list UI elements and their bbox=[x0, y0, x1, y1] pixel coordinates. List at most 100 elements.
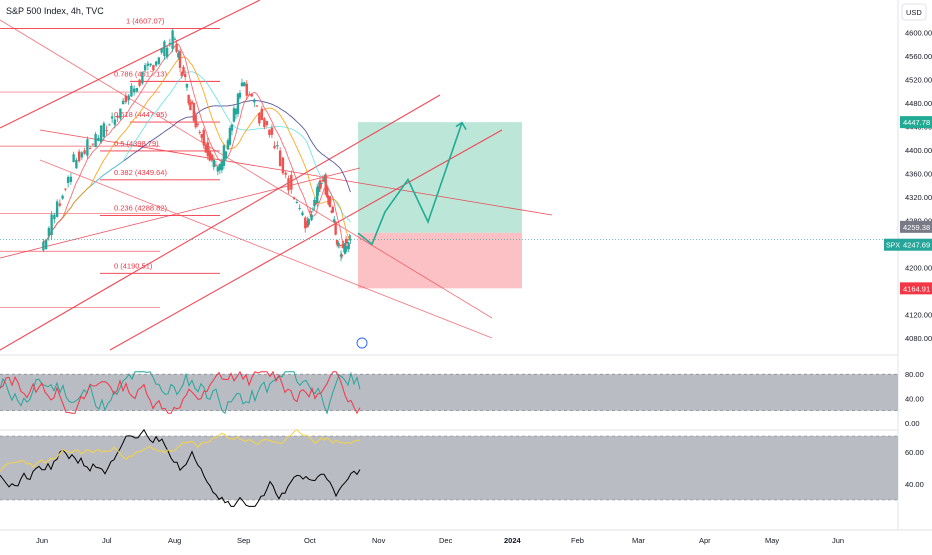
time-tick-label: Nov bbox=[372, 536, 386, 545]
candle-body bbox=[206, 142, 209, 157]
stochastic-tick-label: 80.00 bbox=[905, 370, 924, 379]
price-label-box bbox=[900, 116, 932, 129]
fib-level-label: 0.618 (4447.95) bbox=[114, 110, 167, 119]
candle-body bbox=[238, 92, 242, 98]
candle-body bbox=[214, 164, 218, 166]
stochastic-d-line bbox=[0, 370, 361, 415]
candle-body bbox=[328, 196, 332, 207]
candle-body bbox=[72, 154, 75, 163]
currency-label: USD bbox=[906, 8, 922, 17]
candle-body bbox=[121, 100, 125, 105]
candle-body bbox=[143, 65, 147, 71]
candle-body bbox=[320, 182, 323, 185]
price-tick-label: 4400.00 bbox=[905, 146, 932, 155]
candle-body bbox=[108, 124, 111, 126]
candle-body bbox=[314, 202, 318, 204]
candle-body bbox=[190, 101, 194, 104]
projection-path bbox=[357, 122, 463, 246]
candle-body bbox=[338, 244, 342, 246]
candle-body bbox=[308, 211, 312, 213]
candle-body bbox=[202, 129, 205, 146]
price-tick-label: 4560.00 bbox=[905, 52, 932, 61]
candle-body bbox=[198, 131, 201, 133]
candle-body bbox=[290, 174, 293, 190]
rsi-tick-label: 40.00 bbox=[905, 480, 924, 489]
candle-body bbox=[349, 239, 352, 241]
candle-body bbox=[53, 214, 56, 220]
candle-body bbox=[263, 118, 266, 128]
candle-body bbox=[178, 51, 182, 68]
candle-body bbox=[250, 94, 253, 97]
candle-body bbox=[55, 201, 59, 217]
candle-body bbox=[80, 152, 84, 158]
candle-body bbox=[255, 105, 259, 107]
candle-body bbox=[152, 65, 155, 71]
candle-body bbox=[184, 74, 187, 78]
ma-fast-line bbox=[43, 43, 351, 249]
candle-body bbox=[138, 79, 141, 86]
candle-body bbox=[325, 186, 329, 198]
price-tick-label: 4480.00 bbox=[905, 99, 932, 108]
candle-body bbox=[210, 154, 214, 161]
time-tick-label: Oct bbox=[304, 536, 317, 545]
candle-body bbox=[310, 214, 313, 221]
candle-body bbox=[130, 85, 133, 97]
candle-body bbox=[236, 93, 240, 114]
time-tick-label: Jun bbox=[832, 536, 844, 545]
candle-body bbox=[171, 30, 174, 49]
candle-body bbox=[200, 134, 203, 138]
candle-body bbox=[132, 88, 136, 93]
candle-body bbox=[270, 127, 274, 135]
candle-body bbox=[298, 207, 301, 209]
candle-body bbox=[316, 187, 319, 203]
candle-body bbox=[334, 221, 337, 235]
candle-body bbox=[113, 119, 117, 125]
time-tick-label: Sep bbox=[237, 536, 250, 545]
candle-body bbox=[234, 108, 238, 115]
time-tick-label: Aug bbox=[168, 536, 181, 545]
candle-body bbox=[292, 197, 296, 200]
time-tick-label: Feb bbox=[571, 536, 584, 545]
candle-body bbox=[345, 246, 349, 249]
candle-body bbox=[327, 196, 330, 205]
candle-body bbox=[66, 176, 70, 184]
symbol-tag: SPX bbox=[886, 243, 900, 250]
candle-body bbox=[317, 186, 320, 193]
candle-body bbox=[50, 214, 53, 236]
candle-body bbox=[276, 145, 279, 147]
candle-body bbox=[228, 127, 232, 145]
candle-body bbox=[97, 137, 100, 141]
candle-body bbox=[253, 99, 256, 103]
candle-body bbox=[240, 82, 244, 87]
candle-body bbox=[313, 199, 316, 207]
stochastic-k-line bbox=[0, 371, 361, 415]
candle-body bbox=[318, 180, 322, 190]
candle-body bbox=[173, 38, 177, 40]
time-tick-label: 2024 bbox=[504, 536, 522, 545]
price-label: 4259.38 bbox=[903, 223, 930, 232]
candle-body bbox=[321, 179, 325, 182]
fib-level-label: 0.382 (4349.64) bbox=[114, 168, 167, 177]
fib-level-label: 0.236 (4288.82) bbox=[114, 204, 167, 213]
candle-body bbox=[75, 159, 78, 169]
candle-body bbox=[135, 87, 139, 92]
price-tick-label: 4520.00 bbox=[905, 76, 932, 85]
candle-body bbox=[260, 108, 264, 120]
stochastic-tick-label: 40.00 bbox=[905, 395, 924, 404]
candle-body bbox=[232, 108, 236, 122]
candle-body bbox=[160, 48, 163, 53]
candle-body bbox=[42, 241, 45, 251]
channel-line bbox=[39, 159, 493, 339]
candle-body bbox=[281, 157, 285, 174]
rsi-line bbox=[0, 428, 361, 507]
projection-arrowhead bbox=[455, 121, 467, 130]
candle-body bbox=[102, 123, 106, 137]
candle-body bbox=[119, 108, 122, 119]
stochastic-band bbox=[0, 374, 898, 411]
candle-body bbox=[177, 52, 180, 58]
ma-mid-line bbox=[43, 56, 351, 243]
candle-body bbox=[346, 241, 350, 244]
candle-body bbox=[69, 176, 73, 182]
